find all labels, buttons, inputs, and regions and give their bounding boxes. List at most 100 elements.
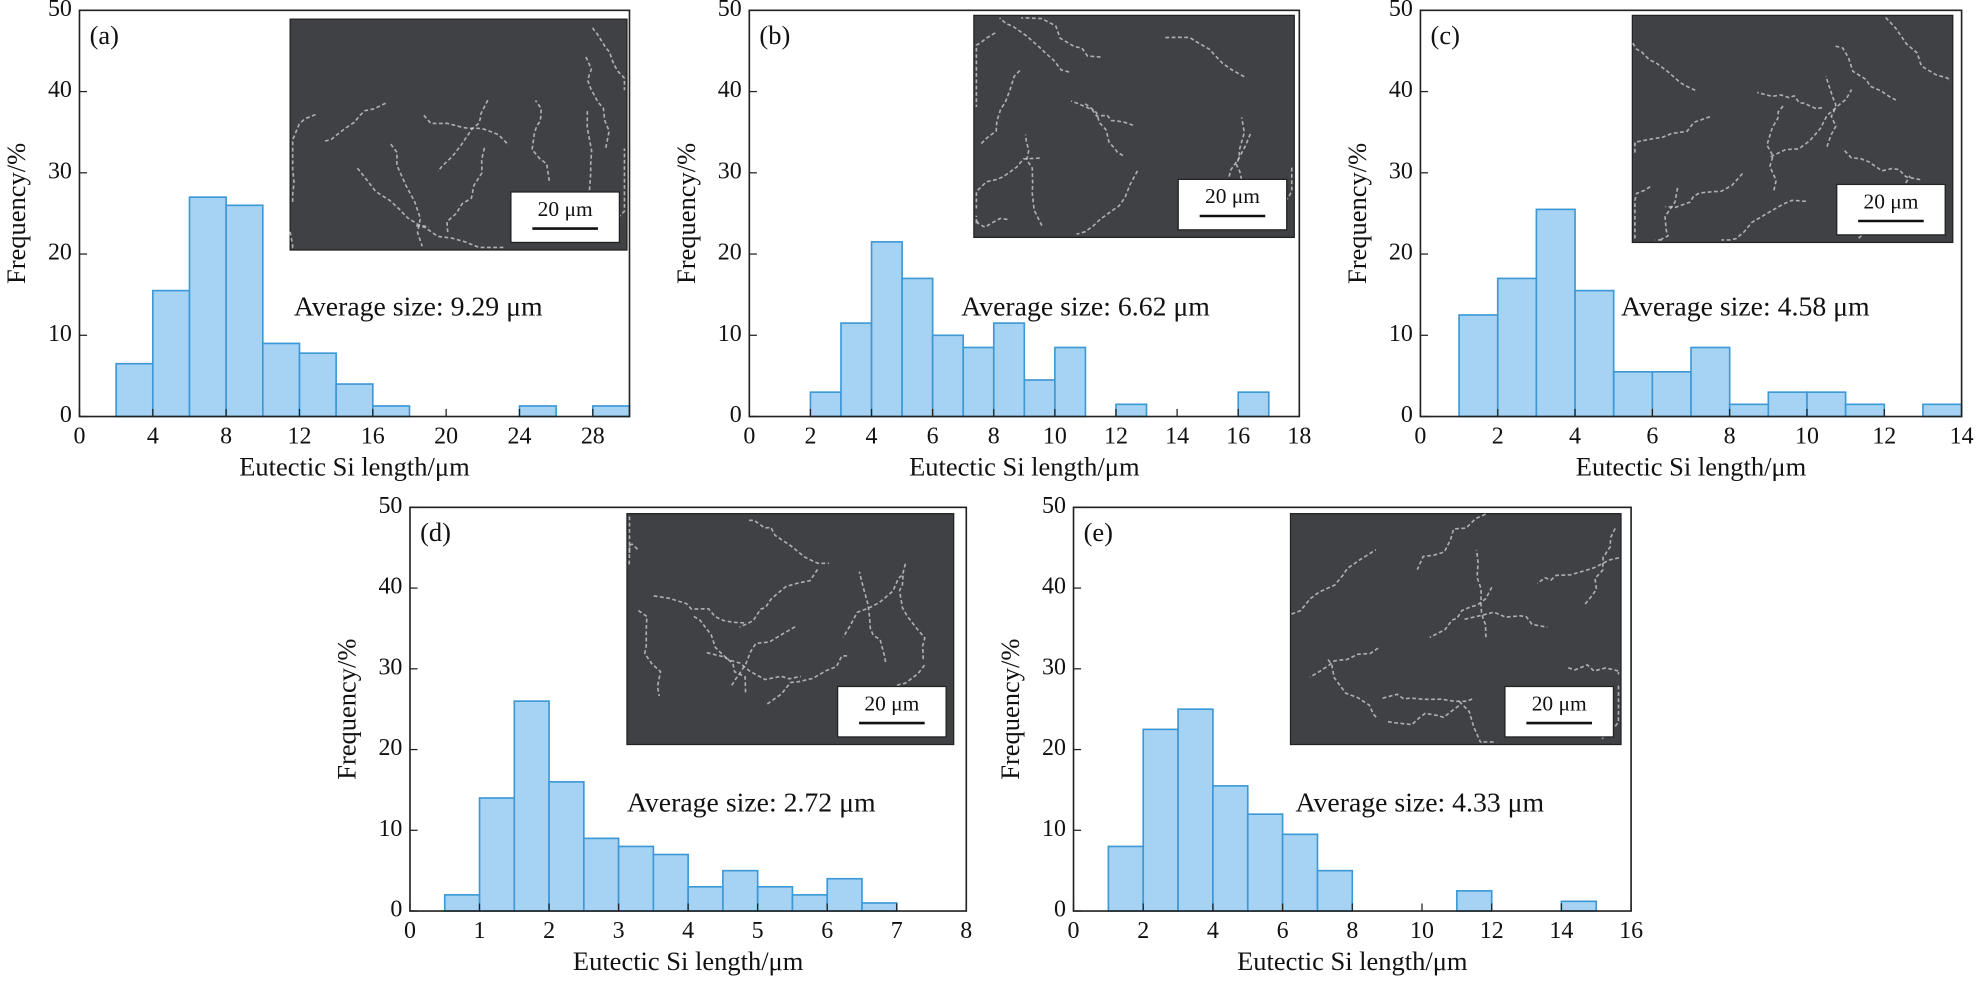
bar bbox=[1806, 391, 1847, 418]
x-tick-label: 4 bbox=[682, 918, 694, 944]
x-tick-label: 16 bbox=[1619, 918, 1643, 944]
bar bbox=[840, 322, 873, 418]
y-axis-label: Frequency/% bbox=[1, 143, 31, 284]
x-tick-label: 7 bbox=[891, 918, 903, 944]
si-network bbox=[1885, 16, 1951, 82]
si-network bbox=[692, 615, 747, 693]
bar bbox=[1574, 289, 1615, 418]
bar bbox=[513, 700, 550, 912]
x-tick-label: 0 bbox=[73, 423, 85, 449]
si-network bbox=[1536, 557, 1620, 585]
si-network bbox=[1632, 42, 1697, 92]
x-tick-label: 8 bbox=[988, 423, 1000, 449]
x-tick-label: 6 bbox=[1277, 918, 1289, 944]
bar bbox=[931, 334, 965, 418]
si-network bbox=[1021, 17, 1101, 58]
bar bbox=[826, 877, 863, 912]
y-tick-label: 40 bbox=[1389, 77, 1413, 103]
bar bbox=[1767, 391, 1808, 418]
x-axis-label: Eutectic Si length/μm bbox=[239, 452, 470, 482]
histogram-panel: 20 μm 0 2 4 6 8 10 12 14 16 18 0 10 20 30 40 50 Eutectic … bbox=[671, 0, 1311, 482]
x-tick-label: 12 bbox=[287, 423, 311, 449]
si-network bbox=[842, 563, 907, 638]
sem-image: 20 μm bbox=[973, 14, 1295, 239]
si-network bbox=[1429, 586, 1493, 639]
x-axis-label: Eutectic Si length/μm bbox=[909, 452, 1140, 482]
bar bbox=[518, 405, 557, 418]
bar bbox=[1690, 346, 1731, 418]
annotation: Average size: 4.33 μm bbox=[1296, 787, 1545, 818]
si-network bbox=[1842, 148, 1921, 181]
scale-label: 20 μm bbox=[1863, 189, 1918, 213]
y-tick-label: 0 bbox=[1054, 897, 1066, 923]
si-network bbox=[415, 224, 504, 249]
x-tick-label: 8 bbox=[960, 918, 972, 944]
bar bbox=[722, 869, 759, 912]
si-network bbox=[739, 568, 819, 628]
x-tick-label: 0 bbox=[1414, 423, 1426, 449]
bar bbox=[1922, 403, 1963, 418]
sem-image: 20 μm bbox=[1631, 14, 1954, 244]
scale-label: 20 μm bbox=[864, 691, 919, 715]
panel-label: (d) bbox=[420, 517, 451, 547]
histogram-panel: 20 μm 0 4 8 12 16 20 24 28 0 10 20 30 40 50 Eutectic Si… bbox=[1, 0, 631, 482]
x-tick-label: 14 bbox=[1165, 423, 1189, 449]
y-tick-label: 10 bbox=[48, 321, 72, 347]
si-network bbox=[1070, 100, 1134, 127]
y-tick-label: 10 bbox=[1042, 816, 1066, 842]
x-tick-label: 8 bbox=[220, 423, 232, 449]
x-tick-label: 10 bbox=[1410, 918, 1434, 944]
bar bbox=[583, 837, 620, 912]
y-tick-label: 10 bbox=[378, 816, 402, 842]
bar bbox=[371, 405, 411, 418]
si-network bbox=[600, 148, 626, 225]
si-network bbox=[390, 143, 423, 247]
si-network bbox=[1634, 116, 1711, 154]
x-tick-label: 0 bbox=[1068, 918, 1080, 944]
x-tick-label: 6 bbox=[927, 423, 939, 449]
y-tick-label: 30 bbox=[378, 654, 402, 680]
si-network bbox=[1584, 527, 1617, 605]
y-tick-label: 10 bbox=[1389, 321, 1413, 347]
scale-box bbox=[836, 685, 947, 738]
si-network bbox=[628, 543, 639, 554]
x-tick-label: 24 bbox=[508, 423, 532, 449]
bar bbox=[1246, 813, 1284, 912]
si-network bbox=[898, 573, 926, 660]
si-network bbox=[1326, 658, 1377, 718]
bar bbox=[1177, 708, 1214, 912]
si-network bbox=[1387, 704, 1461, 726]
y-tick-label: 40 bbox=[718, 77, 742, 103]
si-network bbox=[1464, 611, 1548, 629]
y-tick-label: 40 bbox=[48, 77, 72, 103]
y-tick-label: 50 bbox=[48, 0, 72, 22]
x-tick-label: 2 bbox=[804, 423, 816, 449]
bar bbox=[298, 352, 337, 418]
bar bbox=[1023, 379, 1056, 418]
x-tick-label: 5 bbox=[752, 918, 764, 944]
x-tick-label: 2 bbox=[1137, 918, 1149, 944]
y-tick-label: 30 bbox=[48, 158, 72, 184]
x-tick-label: 4 bbox=[147, 423, 159, 449]
annotation: Average size: 2.72 μm bbox=[627, 787, 876, 818]
bar bbox=[591, 405, 631, 418]
si-network bbox=[323, 102, 386, 143]
bar bbox=[1612, 371, 1654, 418]
si-network bbox=[1309, 647, 1379, 678]
y-tick-label: 50 bbox=[1389, 0, 1413, 22]
si-network bbox=[531, 100, 551, 182]
bar bbox=[901, 277, 934, 418]
x-tick-label: 4 bbox=[866, 423, 878, 449]
y-tick-label: 0 bbox=[60, 402, 72, 428]
x-tick-label: 12 bbox=[1104, 423, 1128, 449]
scale-label: 20 μm bbox=[1205, 184, 1260, 208]
bar bbox=[1316, 869, 1354, 912]
si-network bbox=[749, 519, 829, 565]
bar bbox=[1281, 833, 1319, 912]
panel-label: (c) bbox=[1431, 20, 1460, 50]
si-network bbox=[637, 609, 662, 697]
si-network bbox=[975, 215, 1008, 229]
si-network bbox=[1165, 36, 1246, 78]
y-tick-label: 30 bbox=[718, 158, 742, 184]
x-tick-label: 4 bbox=[1207, 918, 1219, 944]
